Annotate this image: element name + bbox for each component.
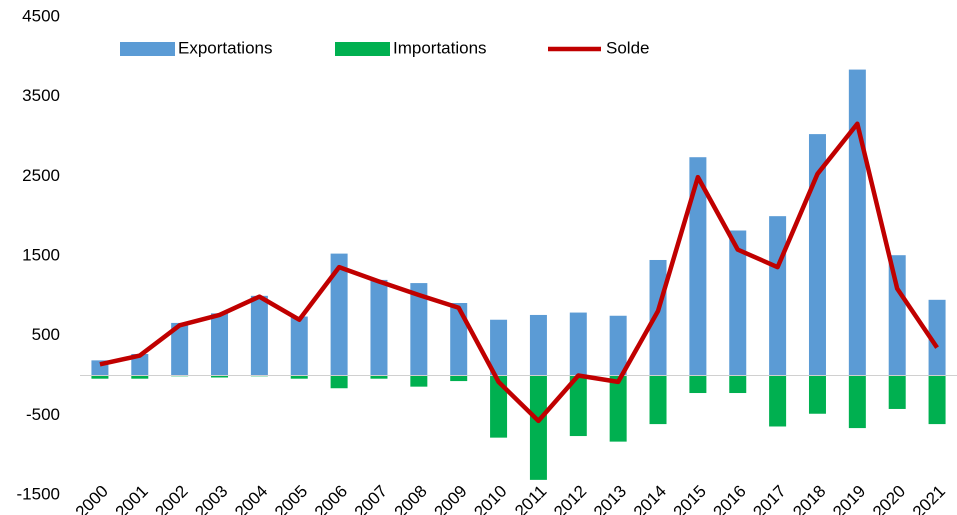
x-tick-label: 2003 <box>191 482 231 515</box>
x-tick-label: 2013 <box>590 482 630 515</box>
bar <box>330 375 348 389</box>
x-tick-label: 2014 <box>630 482 670 515</box>
x-tick-label: 2002 <box>151 482 191 515</box>
bar <box>370 279 388 376</box>
bar <box>569 375 587 437</box>
legend-label: Solde <box>606 38 649 57</box>
bar <box>410 283 428 376</box>
bar <box>250 295 268 376</box>
bar <box>450 375 468 382</box>
bar <box>769 375 787 427</box>
bar <box>211 313 229 376</box>
bar <box>450 303 468 376</box>
bar <box>290 316 308 376</box>
x-tick-label: 2005 <box>271 482 311 515</box>
y-tick-label: -500 <box>26 405 60 424</box>
bar <box>649 375 667 425</box>
bar <box>808 134 826 376</box>
bar <box>490 319 508 376</box>
bar <box>330 253 348 376</box>
x-tick-label: 2012 <box>550 482 590 515</box>
x-tick-label: 2010 <box>470 482 510 515</box>
bar <box>928 375 946 425</box>
x-tick-label: 2008 <box>391 482 431 515</box>
x-tick-label: 2020 <box>869 482 909 515</box>
legend-swatch <box>335 42 390 56</box>
bar <box>689 375 707 394</box>
bar <box>808 375 826 414</box>
x-tick-label: 2009 <box>431 482 471 515</box>
x-tick-label: 2006 <box>311 482 351 515</box>
bar <box>131 375 149 379</box>
bar <box>131 353 149 376</box>
legend-label: Exportations <box>178 38 273 57</box>
x-tick-label: 2001 <box>112 482 152 515</box>
bar <box>729 230 747 376</box>
bar <box>888 375 906 409</box>
y-tick-label: -1500 <box>17 484 60 503</box>
x-tick-label: 2016 <box>710 482 750 515</box>
x-tick-label: 2017 <box>749 482 789 515</box>
bar <box>888 255 906 376</box>
bar <box>609 375 627 442</box>
bar <box>569 312 587 376</box>
legend-swatch <box>120 42 175 56</box>
bar <box>928 299 946 376</box>
y-tick-label: 4500 <box>22 6 60 25</box>
x-tick-label: 2004 <box>231 482 271 515</box>
bar <box>848 375 866 429</box>
bar <box>410 375 428 387</box>
x-tick-label: 2007 <box>351 482 391 515</box>
bar <box>171 322 189 376</box>
bar <box>211 375 229 378</box>
y-tick-label: 2500 <box>22 166 60 185</box>
bar <box>290 375 308 379</box>
bar <box>769 216 787 376</box>
y-tick-label: 1500 <box>22 245 60 264</box>
y-tick-label: 500 <box>32 325 60 344</box>
x-tick-label: 2015 <box>670 482 710 515</box>
bar <box>529 375 547 480</box>
line <box>99 121 939 424</box>
x-tick-label: 2019 <box>829 482 869 515</box>
x-tick-label: 2011 <box>511 482 550 515</box>
bar <box>490 375 508 438</box>
bar <box>91 375 109 379</box>
x-tick-label: 2021 <box>909 482 949 515</box>
x-tick-label: 2000 <box>72 482 112 515</box>
x-tick-label: 2018 <box>789 482 829 515</box>
bar <box>848 69 866 376</box>
bar <box>370 375 388 379</box>
bar <box>729 375 747 394</box>
bar <box>529 314 547 376</box>
bar <box>689 157 707 376</box>
bar <box>609 315 627 376</box>
y-tick-label: 3500 <box>22 86 60 105</box>
legend-label: Importations <box>393 38 487 57</box>
